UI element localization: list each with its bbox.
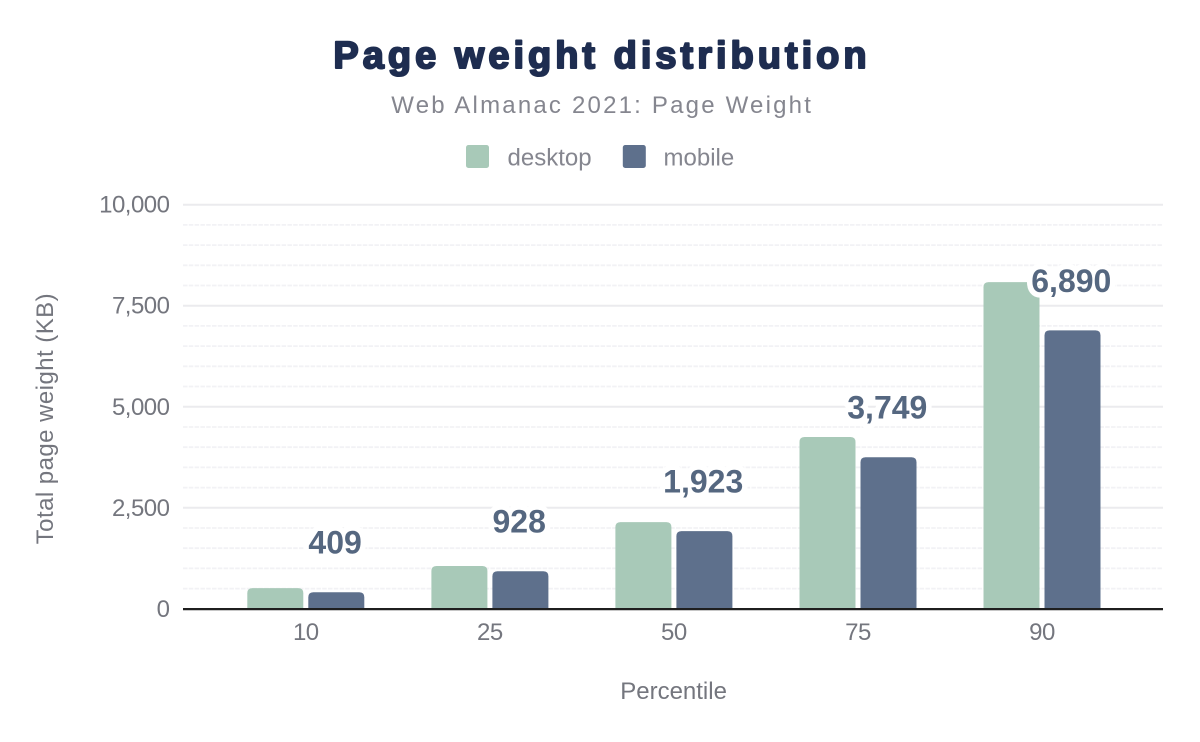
svg-text:Percentile: Percentile (620, 678, 727, 705)
svg-text:1,923: 1,923 (663, 464, 743, 500)
svg-text:0: 0 (157, 596, 170, 623)
svg-text:5,000: 5,000 (112, 394, 170, 421)
svg-text:Total page weight (KB): Total page weight (KB) (32, 293, 59, 544)
svg-text:2,500: 2,500 (112, 495, 170, 522)
svg-text:10,000: 10,000 (99, 192, 170, 219)
svg-text:6,890: 6,890 (1031, 263, 1111, 299)
svg-text:Page weight distribution: Page weight distribution (333, 35, 870, 77)
svg-text:desktop: desktop (508, 145, 592, 172)
svg-text:409: 409 (308, 525, 361, 561)
svg-text:25: 25 (477, 619, 503, 646)
svg-text:928: 928 (493, 504, 546, 540)
svg-text:Web Almanac 2021: Page Weight: Web Almanac 2021: Page Weight (391, 92, 813, 119)
svg-text:90: 90 (1029, 619, 1055, 646)
svg-text:50: 50 (661, 619, 687, 646)
svg-text:10: 10 (293, 619, 319, 646)
svg-text:75: 75 (845, 619, 871, 646)
svg-text:3,749: 3,749 (847, 390, 927, 426)
svg-text:7,500: 7,500 (112, 293, 170, 320)
svg-text:mobile: mobile (664, 145, 735, 172)
